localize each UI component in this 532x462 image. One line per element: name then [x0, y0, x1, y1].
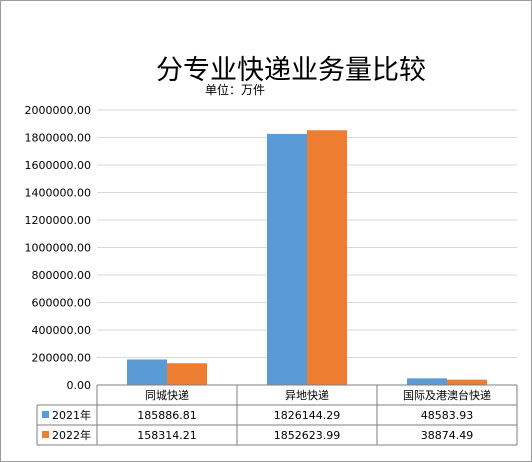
legend-label: 2022年 [52, 428, 91, 442]
x-category-label: 同城快递 [145, 388, 189, 402]
y-tick-label: 2000000.00 [25, 104, 91, 117]
y-tick-label: 0.00 [67, 379, 92, 392]
x-category-label: 异地快递 [285, 388, 329, 402]
bar-2022-1 [307, 130, 347, 385]
y-tick-label: 1200000.00 [25, 214, 91, 227]
data-label: 1852623.99 [274, 429, 340, 442]
data-label: 38874.49 [421, 429, 474, 442]
data-label: 158314.21 [137, 429, 197, 442]
bar-2021-0 [127, 359, 167, 385]
y-tick-label: 200000.00 [32, 352, 92, 365]
y-tick-label: 800000.00 [32, 269, 92, 282]
y-tick-label: 600000.00 [32, 297, 92, 310]
bar-2022-2 [447, 379, 487, 385]
chart-subtitle: 单位：万件 [205, 83, 266, 97]
data-label: 1826144.29 [274, 409, 340, 422]
legend-swatch [42, 411, 49, 418]
y-tick-label: 1800000.00 [25, 132, 91, 145]
y-tick-label: 1000000.00 [25, 242, 91, 255]
bar-2021-2 [407, 378, 447, 385]
legend-label: 2021年 [52, 408, 91, 422]
chart-title: 分专业快递业务量比较 [156, 55, 426, 86]
legend-swatch [42, 431, 49, 438]
y-tick-label: 400000.00 [32, 324, 92, 337]
bar-2021-1 [267, 133, 307, 385]
data-label: 48583.93 [421, 409, 474, 422]
bar-2022-0 [167, 363, 207, 385]
data-label: 185886.81 [137, 409, 197, 422]
x-category-label: 国际及港澳台快递 [403, 388, 491, 402]
y-tick-label: 1600000.00 [25, 159, 91, 172]
y-tick-label: 1400000.00 [25, 187, 91, 200]
